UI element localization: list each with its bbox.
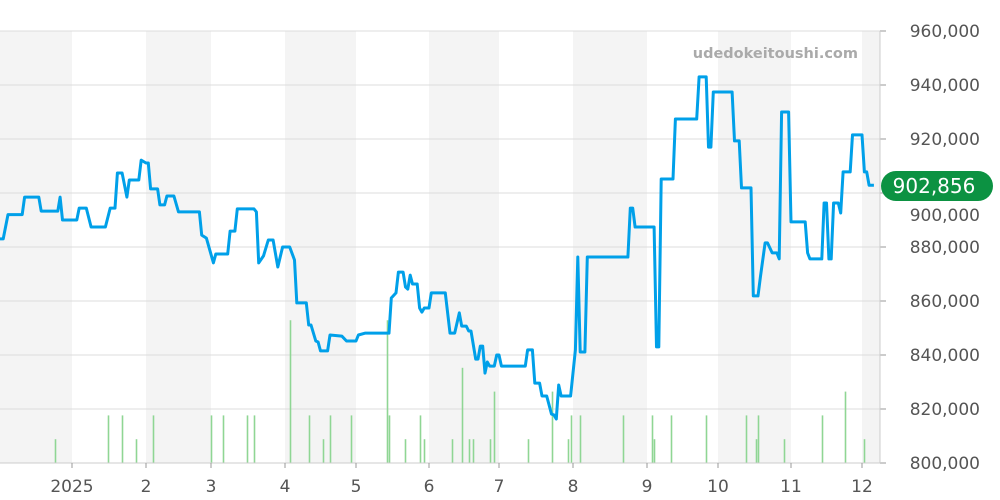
y-tick-label: 840,000 bbox=[910, 346, 980, 366]
current-price-label: 902,856 bbox=[893, 174, 976, 198]
price-line bbox=[0, 75, 874, 421]
current-price-badge: 902,856 bbox=[881, 171, 993, 201]
x-tick-label: 10 bbox=[707, 477, 729, 497]
axes: 960,000 940,000 920,000 900,000 880,000 860,0… bbox=[0, 22, 980, 497]
volume-bars bbox=[54, 320, 866, 463]
x-tick-label: 2 bbox=[141, 477, 152, 497]
watermark: udedokeitoushi.com bbox=[693, 46, 858, 62]
gridlines bbox=[0, 30, 880, 464]
x-tick-label: 12 bbox=[851, 477, 873, 497]
x-tick-label: 4 bbox=[280, 477, 291, 497]
x-tick-label: 8 bbox=[568, 477, 579, 497]
x-tick-label: 11 bbox=[780, 477, 802, 497]
y-tick-label: 920,000 bbox=[910, 130, 980, 150]
x-tick-label: 6 bbox=[424, 477, 435, 497]
x-tick-label: 2025 bbox=[50, 477, 93, 497]
y-tick-label: 940,000 bbox=[910, 76, 980, 96]
y-tick-label: 880,000 bbox=[910, 238, 980, 258]
x-tick-label: 7 bbox=[494, 477, 505, 497]
x-tick-label: 5 bbox=[351, 477, 362, 497]
x-tick-label: 3 bbox=[206, 477, 217, 497]
y-tick-label: 820,000 bbox=[910, 400, 980, 420]
y-tick-label: 800,000 bbox=[910, 454, 980, 474]
y-tick-label: 900,000 bbox=[910, 206, 980, 226]
x-tick-label: 9 bbox=[642, 477, 653, 497]
y-tick-label: 860,000 bbox=[910, 292, 980, 312]
y-tick-label: 960,000 bbox=[910, 22, 980, 42]
